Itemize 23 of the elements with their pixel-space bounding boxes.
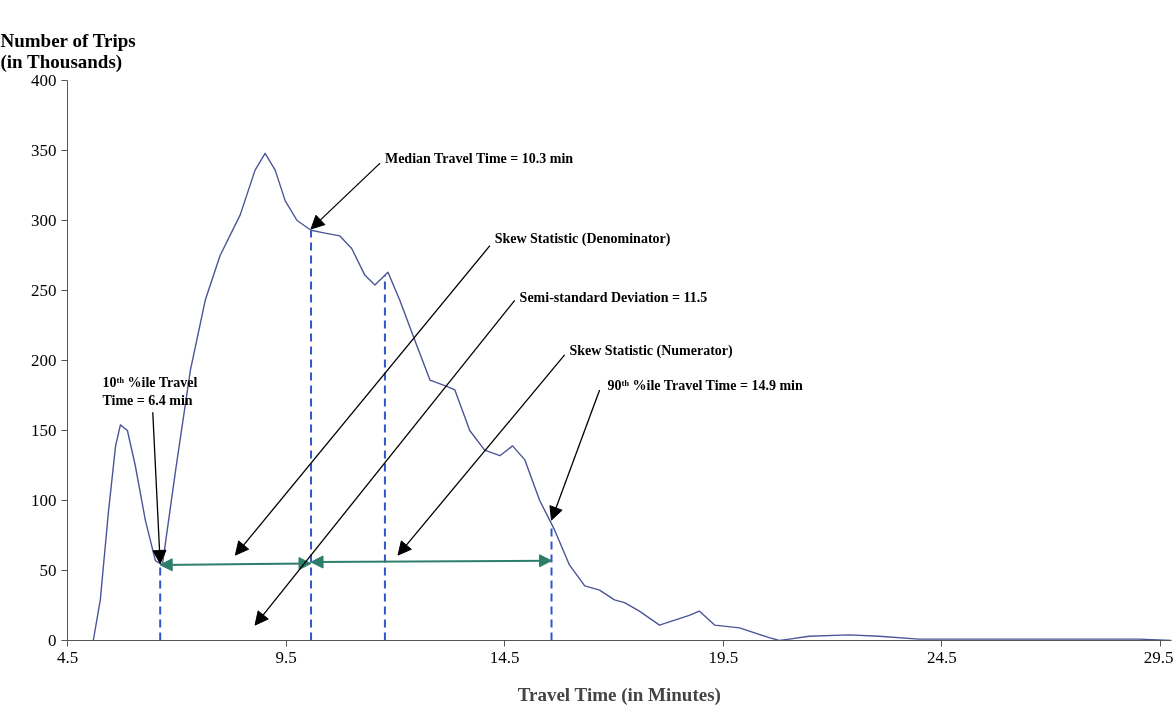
annotation: Semi-standard Deviation = 11.5	[519, 290, 708, 305]
x-tick-label: 9.5	[275, 647, 297, 667]
annotation: Skew Statistic (Denominator)	[494, 231, 671, 248]
x-tick-label: 4.5	[56, 647, 79, 667]
y-tick-label: 0	[48, 631, 57, 650]
y-tick-label: 300	[31, 211, 57, 230]
annotation: Skew Statistic (Numerator)	[569, 343, 734, 360]
y-tick-label: 400	[31, 71, 57, 90]
x-tick-label: 24.5	[927, 647, 957, 667]
x-tick-label: 19.5	[708, 647, 739, 667]
y-tick-label: 150	[31, 421, 57, 440]
x-axis-title: Travel Time (in Minutes)	[517, 683, 721, 706]
y-tick-label: 250	[31, 281, 57, 300]
annotation: 90ᵗʰ %ile Travel Time = 14.9 min	[607, 378, 803, 394]
annotation: Median Travel Time = 10.3 min	[384, 151, 574, 167]
x-tick-label: 14.5	[489, 647, 520, 667]
y-tick-label: 350	[31, 141, 57, 160]
annotation: 10ᵗʰ %ile Travel Time = 6.4 min	[102, 374, 198, 408]
x-tick-label: 29.5	[1143, 647, 1173, 667]
y-tick-label: 100	[31, 491, 57, 510]
y-axis-title: Number of Trips (in Thousands)	[0, 29, 136, 73]
y-tick-label: 50	[39, 561, 57, 580]
y-tick-label: 200	[31, 351, 57, 370]
